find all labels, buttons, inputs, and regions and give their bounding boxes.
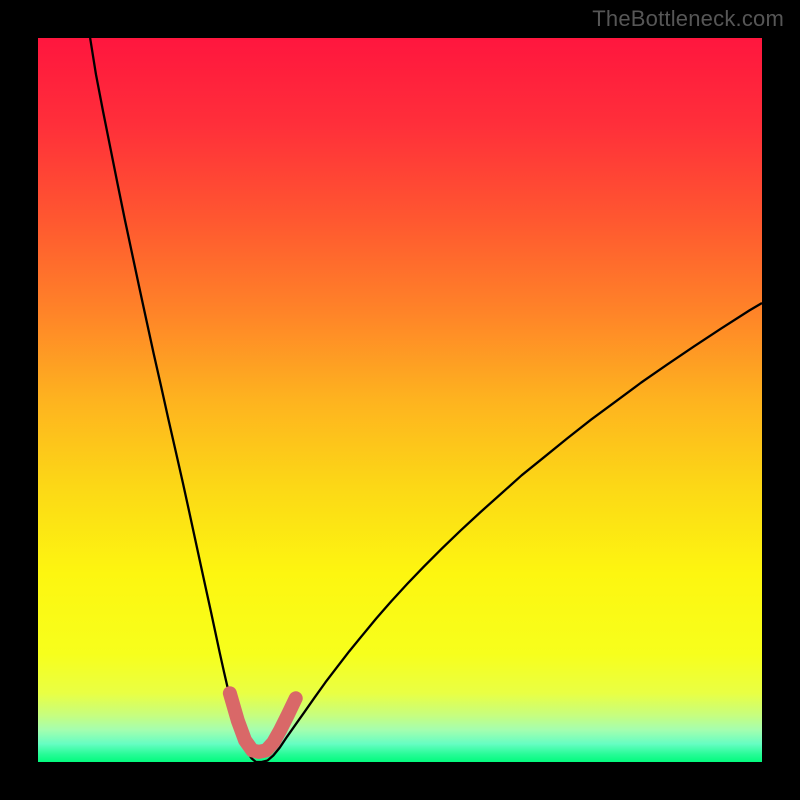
chart-container: TheBottleneck.com xyxy=(0,0,800,800)
plot-area xyxy=(38,38,762,762)
watermark-text: TheBottleneck.com xyxy=(592,6,784,32)
plot-svg xyxy=(38,38,762,762)
gradient-background xyxy=(38,38,762,762)
